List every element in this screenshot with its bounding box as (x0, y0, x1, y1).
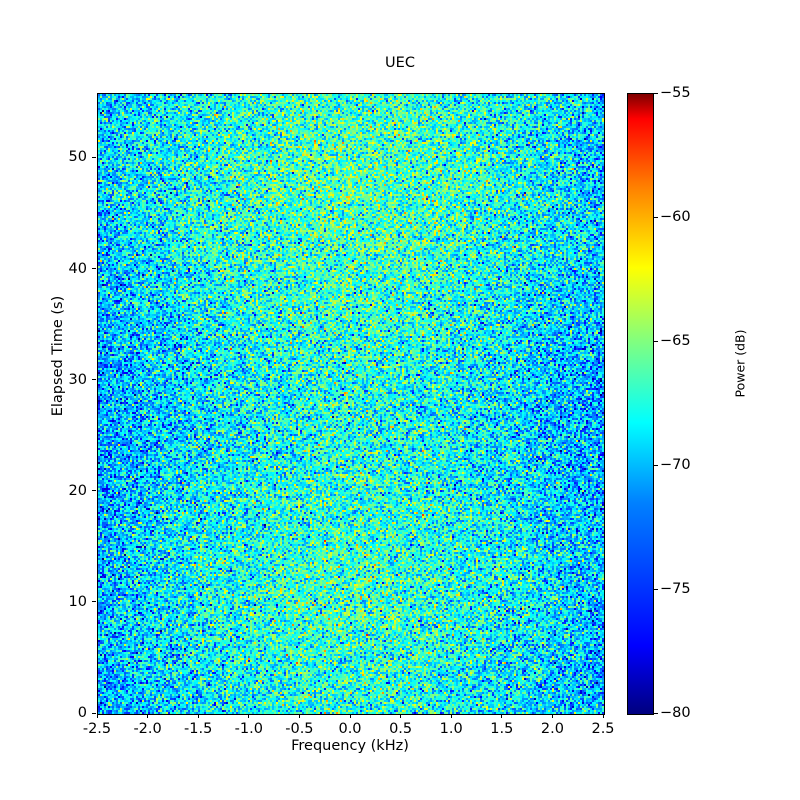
colorbar-tick-label: −60 (660, 209, 691, 225)
colorbar-tick-label: −70 (660, 457, 691, 473)
y-tick-mark (92, 712, 96, 714)
colorbar-tick-label: −80 (660, 705, 691, 721)
x-tick-label: -0.5 (285, 721, 314, 737)
y-tick-mark (92, 601, 96, 603)
y-tick-label: 40 (68, 260, 87, 277)
x-tick-mark (349, 714, 351, 718)
y-tick-mark (92, 379, 96, 381)
x-tick-mark (298, 714, 300, 718)
x-tick-label: 1.5 (490, 721, 514, 737)
spectrogram-plot-area (97, 93, 605, 715)
y-tick-mark (92, 268, 96, 270)
x-tick-label: -1.0 (234, 721, 263, 737)
y-tick-label: 10 (68, 593, 87, 610)
x-tick-mark (602, 714, 604, 718)
colorbar-tick-label: −55 (660, 85, 691, 101)
y-tick-label: 30 (68, 371, 87, 388)
x-tick-label: 0.5 (389, 721, 413, 737)
y-axis-label: Elapsed Time (s) (50, 295, 66, 417)
x-tick-mark (400, 714, 402, 718)
spectrogram-heatmap (98, 94, 604, 714)
y-tick-mark (92, 156, 96, 158)
y-tick-label: 0 (77, 705, 87, 721)
x-tick-label: 2.5 (591, 721, 615, 737)
x-tick-mark (501, 714, 503, 718)
x-tick-label: 2.0 (540, 721, 564, 737)
colorbar-tick-mark (654, 464, 658, 466)
y-tick-mark (92, 490, 96, 492)
x-tick-mark (450, 714, 452, 718)
x-tick-label: -1.5 (184, 721, 213, 737)
colorbar-tick-label: −75 (660, 581, 691, 597)
colorbar-tick-label: −65 (660, 333, 691, 349)
y-tick-label: 20 (68, 482, 87, 499)
colorbar-label: Power (dB) (732, 329, 748, 398)
colorbar-gradient (628, 94, 653, 714)
x-axis-label: Frequency (kHz) (291, 738, 409, 754)
x-tick-mark (96, 714, 98, 718)
y-tick-label: 50 (68, 149, 87, 166)
x-tick-label: -2.5 (82, 721, 112, 737)
title-line-station: UEC (385, 55, 415, 72)
colorbar-tick-mark (654, 588, 658, 590)
x-tick-mark (147, 714, 149, 718)
x-tick-label: -2.0 (133, 721, 162, 737)
colorbar-tick-mark (654, 92, 658, 94)
x-tick-mark (551, 714, 553, 718)
x-tick-label: 0.0 (338, 721, 362, 737)
x-tick-mark (248, 714, 250, 718)
colorbar (627, 93, 654, 715)
x-tick-mark (197, 714, 199, 718)
x-tick-label: 1.0 (439, 721, 463, 737)
colorbar-tick-mark (654, 340, 658, 342)
colorbar-tick-mark (654, 712, 658, 714)
colorbar-tick-mark (654, 216, 658, 218)
